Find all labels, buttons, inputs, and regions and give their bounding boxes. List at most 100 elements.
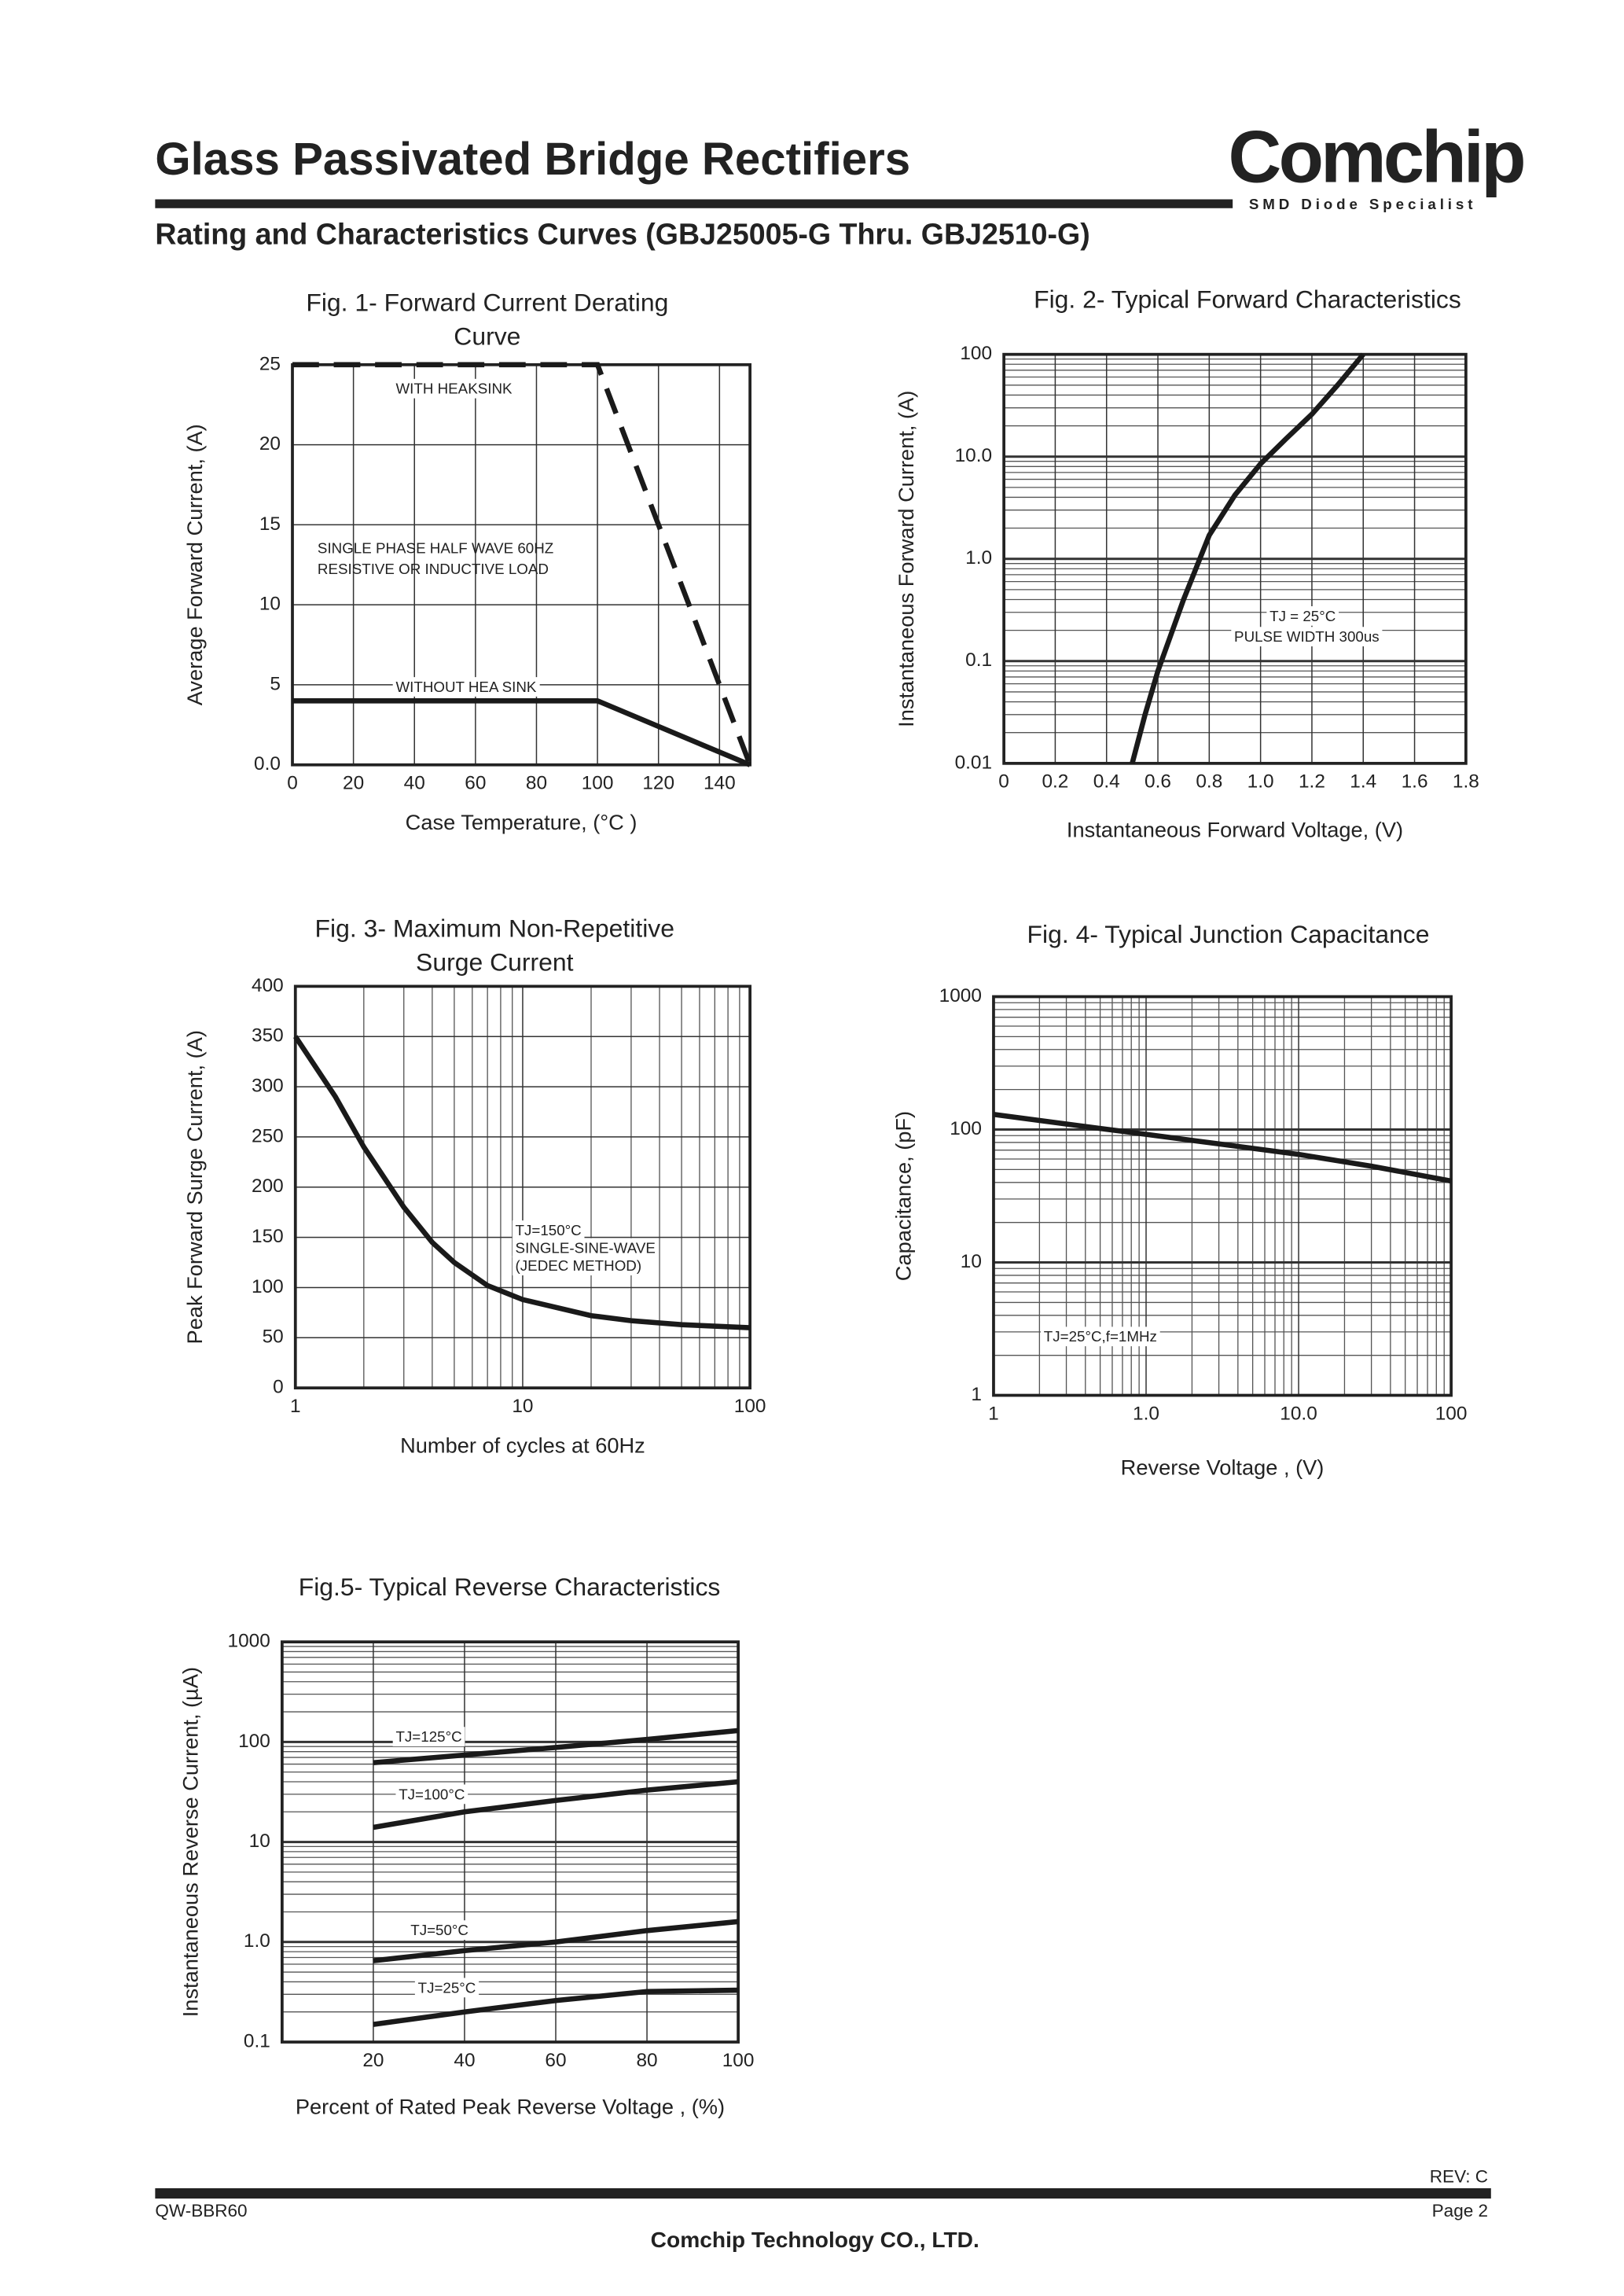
series-label: WITHOUT HEA SINK	[395, 679, 536, 695]
y-axis-label: Peak Forward Surge Current, (A)	[182, 1030, 207, 1344]
data-line	[993, 1112, 1452, 1184]
y-axis-label: Average Forward Current, (A)	[182, 424, 207, 705]
data-line	[292, 362, 753, 766]
chart-title: Surge Current	[416, 948, 574, 977]
label-background	[392, 677, 540, 697]
series-label: TJ=25°C	[418, 1979, 476, 1996]
x-tick-label: 0	[998, 771, 1009, 793]
label-background	[407, 1920, 472, 1941]
y-tick-label: 10	[249, 1831, 270, 1852]
y-tick-label: 0.1	[965, 649, 992, 671]
label-background	[512, 1220, 585, 1240]
label-background	[395, 1784, 468, 1805]
y-axis-label: Instantaneous Forward Current, (A)	[894, 391, 918, 727]
x-tick-label: 40	[404, 773, 425, 794]
label-background	[1041, 1326, 1160, 1347]
chart-title: Fig. 1- Forward Current Derating	[306, 288, 668, 316]
x-tick-label: 120	[642, 773, 674, 794]
label-background	[512, 1256, 645, 1275]
page-subtitle: Rating and Characteristics Curves (GBJ25…	[155, 217, 1089, 250]
x-tick-label: 1.0	[1133, 1403, 1159, 1424]
y-axis-label: Capacitance, (pF)	[891, 1111, 915, 1281]
y-tick-label: 200	[252, 1176, 284, 1197]
x-tick-label: 10	[512, 1396, 533, 1417]
y-tick-label: 0.1	[244, 2030, 270, 2051]
annotation: SINGLE-SINE-WAVE	[516, 1240, 656, 1257]
y-tick-label: 0.0	[254, 753, 281, 775]
series-label: TJ=100°C	[399, 1786, 465, 1802]
y-tick-label: 0.01	[955, 752, 993, 773]
annotation: PULSE WIDTH 300us	[1234, 628, 1380, 645]
logo-tagline: SMD Diode Specialist	[1249, 196, 1477, 212]
y-tick-label: 1.0	[244, 1930, 270, 1952]
x-tick-label: 10.0	[1280, 1403, 1317, 1424]
y-tick-label: 15	[259, 513, 281, 535]
plot-frame	[280, 1640, 740, 2044]
x-tick-label: 40	[454, 2050, 475, 2071]
annotation: (JEDEC METHOD)	[516, 1257, 642, 1274]
y-axis-label: Instantaneous Reverse Current, (µA)	[178, 1667, 203, 2017]
y-tick-label: 300	[252, 1076, 284, 1097]
series-label: WITH HEAKSINK	[395, 381, 513, 397]
annotation: TJ = 25°C	[1269, 608, 1336, 624]
x-tick-label: 100	[722, 2050, 755, 2071]
series-label: TJ=50°C	[410, 1922, 468, 1938]
x-axis-label: Reverse Voltage , (V)	[1121, 1455, 1325, 1480]
data-line	[293, 1035, 751, 1330]
annotation: RESISTIVE OR INDUCTIVE LOAD	[318, 561, 549, 577]
label-background	[1231, 627, 1383, 647]
x-tick-label: 20	[362, 2050, 384, 2071]
plot-frame	[1002, 352, 1468, 765]
footer-doc: QW-BBR60	[155, 2201, 247, 2221]
x-tick-label: 1	[290, 1396, 301, 1417]
footer-rev: REV: C	[1430, 2167, 1488, 2187]
x-tick-label: 0.6	[1145, 771, 1171, 793]
chart-title: Fig. 4- Typical Junction Capacitance	[1027, 920, 1430, 948]
data-line	[373, 1779, 739, 1831]
y-tick-label: 25	[259, 353, 281, 374]
x-tick-label: 1.6	[1402, 771, 1428, 793]
x-tick-label: 60	[545, 2050, 566, 2071]
y-tick-label: 10.0	[955, 445, 993, 466]
y-tick-label: 250	[252, 1125, 284, 1146]
data-line	[373, 1987, 739, 2027]
y-tick-label: 20	[259, 433, 281, 454]
x-tick-label: 100	[734, 1396, 766, 1417]
footer-page: Page 2	[1432, 2201, 1488, 2221]
header-rule	[155, 199, 1233, 208]
x-tick-label: 100	[582, 773, 614, 794]
y-tick-label: 100	[950, 1118, 982, 1139]
y-tick-label: 10	[961, 1251, 982, 1272]
y-tick-label: 150	[252, 1226, 284, 1247]
x-tick-label: 1.0	[1247, 771, 1274, 793]
annotation: SINGLE PHASE HALF WAVE 60HZ	[318, 539, 553, 556]
x-axis-label: Instantaneous Forward Voltage, (V)	[1067, 817, 1403, 841]
y-tick-label: 100	[960, 343, 992, 364]
y-tick-label: 1000	[228, 1631, 270, 1652]
chart-title: Fig.5- Typical Reverse Characteristics	[299, 1573, 721, 1601]
x-tick-label: 100	[1435, 1403, 1468, 1424]
x-tick-label: 0.4	[1093, 771, 1120, 793]
x-tick-label: 80	[526, 773, 547, 794]
y-tick-label: 10	[259, 594, 281, 615]
series-label: TJ=125°C	[395, 1728, 461, 1745]
y-tick-label: 1	[971, 1384, 982, 1405]
data-line	[373, 1919, 739, 1963]
plot-frame	[293, 984, 752, 1390]
footer-rule	[155, 2187, 1491, 2199]
data-line	[292, 697, 751, 767]
y-tick-label: 100	[238, 1731, 270, 1752]
x-tick-label: 1.8	[1453, 771, 1479, 793]
y-tick-label: 5	[270, 673, 281, 694]
x-tick-label: 1.4	[1350, 771, 1376, 793]
y-tick-label: 0	[273, 1377, 284, 1398]
x-tick-label: 0.8	[1196, 771, 1222, 793]
logo: Comchip	[1229, 115, 1524, 197]
annotation: TJ=150°C	[516, 1222, 582, 1238]
x-axis-label: Case Temperature, (°C )	[406, 810, 637, 834]
label-background	[392, 1727, 465, 1747]
annotation: TJ=25°C,f=1MHz	[1044, 1328, 1157, 1345]
label-background	[1266, 606, 1339, 626]
chart-title: Fig. 2- Typical Forward Characteristics	[1034, 285, 1461, 314]
